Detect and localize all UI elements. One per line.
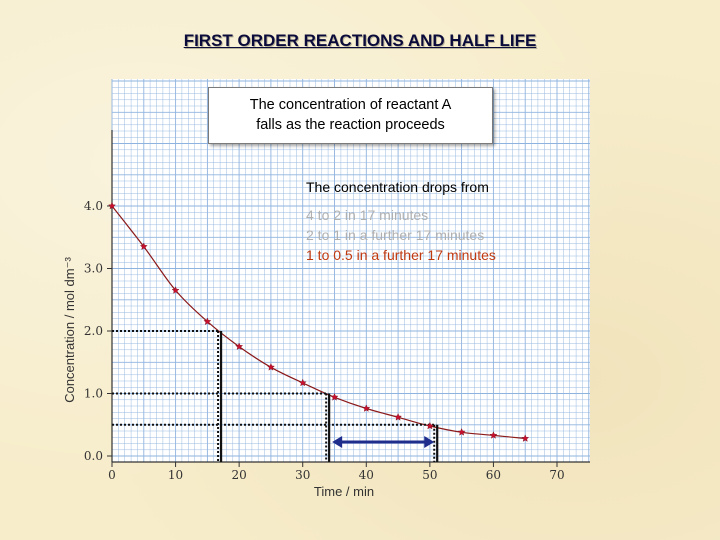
slide-title: FIRST ORDER REACTIONS AND HALF LIFE <box>183 31 537 50</box>
callout-line-1: The concentration of reactant A <box>249 97 452 113</box>
x-tick-label: 10 <box>168 468 183 482</box>
arrow-head-left <box>332 436 343 448</box>
data-point <box>330 393 339 401</box>
data-point <box>425 421 434 430</box>
y-tick-label: 0.0 <box>84 449 103 463</box>
x-tick-label: 40 <box>359 468 374 482</box>
x-tick-label: 60 <box>486 468 501 482</box>
data-point <box>203 317 212 325</box>
y-tick-label: 2.0 <box>84 324 103 338</box>
data-point <box>362 404 371 412</box>
x-tick-label: 50 <box>422 468 437 482</box>
x-tick-label: 30 <box>295 468 310 482</box>
data-point <box>235 342 244 350</box>
data-points <box>108 201 530 442</box>
x-tick-label: 70 <box>549 468 564 482</box>
x-tick-label: 0 <box>108 468 116 482</box>
explanation-line-3: 1 to 0.5 in a further 17 minutes <box>306 247 496 263</box>
half-life-markers <box>112 330 439 462</box>
data-point <box>489 431 498 439</box>
half-life-explanation: The concentration drops from 4 to 2 in 1… <box>306 177 496 265</box>
y-tick-label: 3.0 <box>84 262 103 276</box>
y-tick-label: 1.0 <box>84 387 103 401</box>
data-point <box>139 242 148 250</box>
arrow-head-right <box>424 436 435 448</box>
data-point <box>108 201 116 210</box>
data-point <box>267 363 275 371</box>
x-axis-label: Time / min <box>314 484 374 499</box>
data-point <box>394 413 402 421</box>
data-point <box>521 434 530 442</box>
explanation-line-2: 2 to 1 in a further 17 minutes <box>306 227 485 243</box>
data-point <box>171 286 180 294</box>
y-axis-label: Concentration / mol dm⁻³ <box>62 257 77 403</box>
explanation-line-1: 4 to 2 in 17 minutes <box>306 207 429 223</box>
callout-line-2: falls as the reaction proceeds <box>256 117 445 133</box>
explanation-heading: The concentration drops from <box>306 179 489 195</box>
y-tick-label: 4.0 <box>84 199 103 213</box>
callout-box: The concentration of reactant A falls as… <box>208 87 493 144</box>
x-tick-label: 20 <box>232 468 247 482</box>
data-point <box>298 378 307 387</box>
data-point <box>457 428 466 436</box>
chart-axes: 0 10 20 30 40 50 60 70 0.0 1.0 2.0 3.0 4.0 Time / min… <box>62 130 590 499</box>
